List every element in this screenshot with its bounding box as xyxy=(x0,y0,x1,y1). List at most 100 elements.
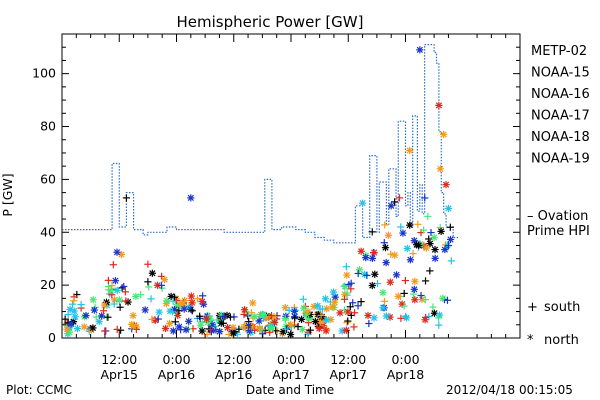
south-hemisphere-point xyxy=(116,303,124,311)
south-hemisphere-point xyxy=(354,269,362,278)
south-hemisphere-point xyxy=(219,312,227,321)
north-hemisphere-point xyxy=(415,241,423,250)
north-hemisphere-point xyxy=(107,287,115,295)
x-tick-date: Apr17 xyxy=(272,367,310,382)
symbol-key-label: north xyxy=(544,333,579,348)
y-tick-label: 100 xyxy=(32,66,56,81)
legend-entry-metp-02: METP-02 xyxy=(531,44,587,59)
data-points-layer xyxy=(61,46,455,339)
south-hemisphere-point xyxy=(104,276,112,284)
south-hemisphere-point xyxy=(157,281,166,289)
north-hemisphere-point xyxy=(315,324,323,333)
plot-timestamp: 2012/04/18 00:15:05 xyxy=(446,383,573,397)
south-hemisphere-point xyxy=(343,289,351,297)
south-hemisphere-point xyxy=(409,250,417,258)
north-hemisphere-point xyxy=(392,271,401,279)
ovation-prime-hpi-line xyxy=(62,44,458,244)
north-hemisphere-point xyxy=(129,322,137,331)
symbol-key-south: + south xyxy=(527,300,580,315)
north-hemisphere-point xyxy=(98,312,106,320)
south-hemisphere-point xyxy=(244,312,252,320)
north-hemisphere-point xyxy=(63,325,71,333)
north-hemisphere-point xyxy=(245,327,253,335)
south-hemisphere-point xyxy=(240,323,248,331)
south-hemisphere-point xyxy=(188,307,196,315)
x-tick-time: 0:00 xyxy=(391,352,419,367)
south-hemisphere-point xyxy=(391,198,399,206)
north-hemisphere-point xyxy=(357,247,365,255)
north-hemisphere-point xyxy=(371,270,379,278)
north-hemisphere-point xyxy=(129,311,137,320)
south-hemisphere-point xyxy=(424,212,432,220)
north-hemisphere-point xyxy=(311,317,320,326)
north-hemisphere-point xyxy=(364,311,372,320)
north-hemisphere-point xyxy=(342,326,350,334)
south-hemisphere-point xyxy=(343,319,351,327)
north-hemisphere-point xyxy=(437,227,445,235)
south-hemisphere-point xyxy=(421,194,429,202)
north-hemisphere-point xyxy=(381,244,390,252)
south-hemisphere-point xyxy=(397,314,405,322)
south-hemisphere-point xyxy=(257,326,266,334)
north-hemisphere-point xyxy=(298,325,306,334)
north-hemisphere-point xyxy=(304,307,312,316)
north-hemisphere-point xyxy=(187,194,195,202)
north-hemisphere-point xyxy=(297,315,306,323)
north-hemisphere-point xyxy=(188,299,196,307)
north-hemisphere-point xyxy=(73,324,82,333)
south-hemisphere-point xyxy=(109,261,117,269)
south-hemisphere-point xyxy=(235,325,243,333)
north-hemisphere-point xyxy=(442,181,450,189)
south-hemisphere-point xyxy=(285,306,293,314)
south-hemisphere-point xyxy=(122,194,131,202)
south-hemisphere-point xyxy=(144,278,152,286)
south-hemisphere-point xyxy=(121,288,129,296)
north-hemisphere-point xyxy=(89,324,97,332)
y-axis-ticks: 0 20 40 60 80 100 xyxy=(32,46,520,345)
south-hemisphere-point xyxy=(267,312,276,320)
x-axis-ticks: 12:00Apr150:00Apr1612:00Apr160:00Apr1712… xyxy=(75,34,507,382)
north-hemisphere-point xyxy=(431,245,439,254)
south-hemisphere-point xyxy=(61,315,69,323)
south-hemisphere-point xyxy=(120,282,128,291)
legend-entry-noaa-18: NOAA-18 xyxy=(531,130,590,145)
north-hemisphere-point xyxy=(95,318,103,326)
x-tick-time: 12:00 xyxy=(330,352,366,367)
y-tick-label: 40 xyxy=(40,224,56,239)
x-tick-time: 0:00 xyxy=(277,352,305,367)
south-hemisphere-point xyxy=(381,221,389,229)
south-hemisphere-point xyxy=(219,319,227,327)
north-hemisphere-point xyxy=(198,327,206,335)
north-hemisphere-point xyxy=(281,304,289,312)
south-hemisphere-point xyxy=(410,290,418,298)
north-hemisphere-point xyxy=(384,231,392,239)
north-hemisphere-point xyxy=(411,277,419,285)
north-hemisphere-point xyxy=(100,301,108,309)
south-hemisphere-point xyxy=(169,297,177,305)
south-hemisphere-point xyxy=(421,296,429,304)
south-hemisphere-point xyxy=(346,303,354,311)
north-hemisphere-point xyxy=(148,269,156,277)
south-hemisphere-point xyxy=(299,295,307,303)
south-hemisphere-point xyxy=(177,326,185,334)
south-hemisphere-point xyxy=(212,326,220,334)
x-tick-time: 12:00 xyxy=(101,352,137,367)
south-hemisphere-point xyxy=(426,267,434,275)
south-hemisphere-point xyxy=(419,226,428,234)
south-hemisphere-point xyxy=(113,325,121,333)
south-hemisphere-point xyxy=(281,316,289,324)
north-hemisphere-point xyxy=(406,256,415,264)
south-hemisphere-point xyxy=(349,299,357,307)
symbol-key-north: * north xyxy=(527,333,579,348)
legend-entry-noaa-19: NOAA-19 xyxy=(531,152,590,167)
x-tick-date: Apr15 xyxy=(100,367,138,382)
north-hemisphere-point xyxy=(141,306,149,314)
north-hemisphere-point xyxy=(430,233,438,242)
north-hemisphere-point xyxy=(151,316,159,324)
south-hemisphere-point xyxy=(147,295,155,303)
north-hemisphere-point xyxy=(382,259,390,267)
north-hemisphere-point xyxy=(422,244,430,252)
north-hemisphere-point xyxy=(403,244,411,253)
chart-title: Hemispheric Power [GW] xyxy=(177,13,364,31)
